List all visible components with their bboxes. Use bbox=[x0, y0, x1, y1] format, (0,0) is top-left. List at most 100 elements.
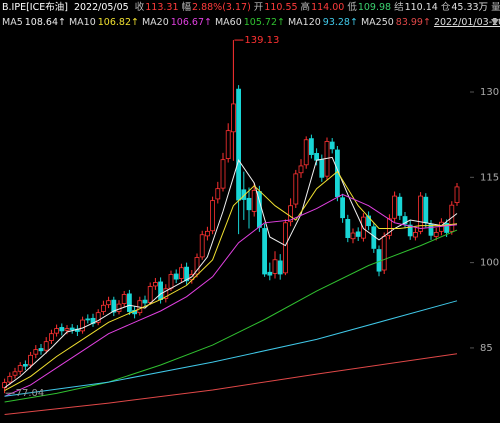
candle-body bbox=[449, 204, 455, 232]
candle-body bbox=[210, 200, 216, 232]
candle-body bbox=[272, 259, 278, 274]
candle-body bbox=[184, 266, 190, 282]
ma-line bbox=[4, 170, 458, 392]
candle-body bbox=[454, 186, 460, 204]
ma-line bbox=[4, 229, 458, 403]
candle-body bbox=[308, 138, 314, 155]
candle-body bbox=[22, 364, 28, 367]
candle-body bbox=[49, 333, 54, 341]
legend-name: MA10 bbox=[68, 17, 96, 28]
candle-body bbox=[173, 273, 179, 280]
candle-body bbox=[33, 349, 39, 355]
candle-body bbox=[444, 222, 450, 233]
quote-label: 结 bbox=[394, 2, 404, 13]
candle-body bbox=[225, 130, 231, 159]
quote-value: 114.00 bbox=[311, 2, 345, 13]
candle-body bbox=[7, 375, 13, 383]
quote-bar: B.IPE[ICE布油] 2022/05/05 收113.31 幅2.88%(3.… bbox=[2, 1, 500, 15]
candle-body bbox=[282, 222, 288, 274]
candle-body bbox=[392, 195, 398, 219]
legend-value: 106.67↑ bbox=[170, 17, 212, 28]
candle-body bbox=[152, 282, 158, 287]
min-label: 77.04 bbox=[16, 388, 45, 399]
candle-body bbox=[345, 218, 351, 238]
candle-body bbox=[101, 304, 106, 312]
candle-body bbox=[121, 294, 127, 304]
candle-body bbox=[262, 228, 268, 275]
y-tick-label: 130 bbox=[480, 87, 499, 98]
candle-body bbox=[303, 139, 309, 166]
y-tick-label: 100 bbox=[480, 258, 499, 269]
candle-body bbox=[80, 319, 85, 332]
candle-body bbox=[366, 215, 372, 227]
candle-body bbox=[85, 318, 91, 321]
candle-body bbox=[277, 260, 283, 275]
candle-body bbox=[251, 189, 257, 212]
candle-body bbox=[314, 153, 320, 161]
quote-label: 量 bbox=[491, 2, 500, 13]
candle-body bbox=[111, 299, 117, 313]
candle-body bbox=[355, 231, 361, 237]
candle-body bbox=[204, 230, 210, 237]
candle-body bbox=[319, 159, 325, 178]
candle-body bbox=[381, 236, 387, 271]
candle-body bbox=[168, 274, 174, 289]
candle-body bbox=[194, 257, 200, 275]
candle-body bbox=[418, 195, 424, 232]
candle-body bbox=[127, 293, 132, 312]
quote-label: 低 bbox=[347, 2, 357, 13]
candle-body bbox=[12, 371, 18, 376]
quote-value: 110.14 bbox=[404, 2, 438, 13]
candle-body bbox=[147, 286, 153, 303]
candle-body bbox=[293, 173, 299, 205]
quote-value: 2.88%(3.17) bbox=[192, 2, 251, 13]
candle-body bbox=[267, 271, 273, 276]
ma-line bbox=[4, 353, 458, 415]
legend-name: MA5 bbox=[2, 17, 23, 28]
candle-body bbox=[236, 88, 242, 201]
candle-body bbox=[106, 300, 111, 306]
candle-body bbox=[402, 216, 408, 225]
legend-value: 83.99↑ bbox=[395, 17, 431, 28]
candle-body bbox=[329, 141, 335, 150]
quote-value: 113.31 bbox=[145, 2, 179, 13]
candle-body bbox=[340, 197, 346, 219]
candle-body bbox=[116, 303, 122, 312]
candle-body bbox=[433, 232, 439, 237]
candle-body bbox=[178, 267, 184, 279]
candle-body bbox=[43, 341, 49, 351]
date: 2022/05/05 bbox=[73, 2, 129, 13]
candle-body bbox=[158, 281, 164, 300]
quote-label: 开 bbox=[253, 2, 264, 13]
candle-body bbox=[288, 205, 294, 223]
max-label: 139.13 bbox=[244, 35, 279, 46]
candle-body bbox=[142, 299, 148, 304]
quote-label: 仓 bbox=[440, 2, 451, 13]
candle-body bbox=[246, 197, 252, 211]
candle-body bbox=[407, 224, 413, 237]
quote-label: 幅 bbox=[181, 2, 192, 13]
candle-body bbox=[2, 382, 7, 389]
candle-body bbox=[376, 249, 382, 272]
candle-body bbox=[69, 327, 75, 331]
quote-label: 收 bbox=[134, 2, 145, 13]
ma-legend: MA5 108.64↑ MA10 106.82↑ MA20 106.67↑ MA60 105.… bbox=[2, 16, 500, 30]
ma-line bbox=[4, 193, 458, 397]
legend-name: MA60 bbox=[214, 17, 242, 28]
candle-body bbox=[28, 354, 34, 366]
quote-value: 109.98 bbox=[357, 2, 392, 13]
candle-body bbox=[54, 328, 59, 334]
candle-body bbox=[412, 232, 418, 238]
candle-body bbox=[397, 196, 403, 216]
y-tick-label: 115 bbox=[480, 172, 499, 183]
ma-line bbox=[4, 300, 458, 397]
legend-value: 93.28↑ bbox=[322, 17, 358, 28]
candle-body bbox=[215, 188, 221, 200]
dropdown-icon[interactable] bbox=[491, 19, 499, 25]
candle-body bbox=[423, 196, 429, 224]
candle-body bbox=[95, 312, 101, 323]
candle-body bbox=[17, 365, 23, 372]
candle-body bbox=[59, 327, 65, 332]
candle-body bbox=[163, 288, 169, 299]
